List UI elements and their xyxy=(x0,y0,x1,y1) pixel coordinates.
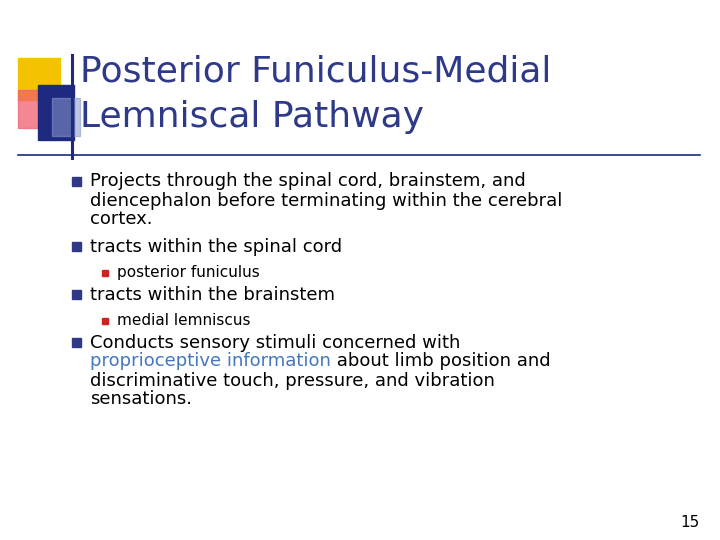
Text: 15: 15 xyxy=(680,515,700,530)
Text: diencephalon before terminating within the cerebral: diencephalon before terminating within t… xyxy=(90,192,562,210)
Bar xyxy=(38,85,74,140)
Text: tracts within the spinal cord: tracts within the spinal cord xyxy=(90,238,342,255)
Bar xyxy=(102,318,108,323)
Bar xyxy=(18,90,56,128)
Bar xyxy=(72,290,81,299)
Text: Lemniscal Pathway: Lemniscal Pathway xyxy=(80,100,424,134)
Text: Conducts sensory stimuli concerned with: Conducts sensory stimuli concerned with xyxy=(90,334,460,352)
Text: Projects through the spinal cord, brainstem, and: Projects through the spinal cord, brains… xyxy=(90,172,526,191)
Text: medial lemniscus: medial lemniscus xyxy=(117,313,251,328)
Text: discriminative touch, pressure, and vibration: discriminative touch, pressure, and vibr… xyxy=(90,372,495,389)
Text: proprioceptive information: proprioceptive information xyxy=(90,353,331,370)
Text: sensations.: sensations. xyxy=(90,390,192,408)
Bar xyxy=(18,58,60,100)
Text: cortex.: cortex. xyxy=(90,211,153,228)
Text: posterior funiculus: posterior funiculus xyxy=(117,265,260,280)
Bar xyxy=(102,269,108,275)
Bar xyxy=(72,338,81,347)
Bar xyxy=(72,242,81,251)
Text: Posterior Funiculus-Medial: Posterior Funiculus-Medial xyxy=(80,55,552,89)
Text: about limb position and: about limb position and xyxy=(331,353,551,370)
Bar xyxy=(72,177,81,186)
Text: tracts within the brainstem: tracts within the brainstem xyxy=(90,286,335,303)
Bar xyxy=(52,98,80,136)
